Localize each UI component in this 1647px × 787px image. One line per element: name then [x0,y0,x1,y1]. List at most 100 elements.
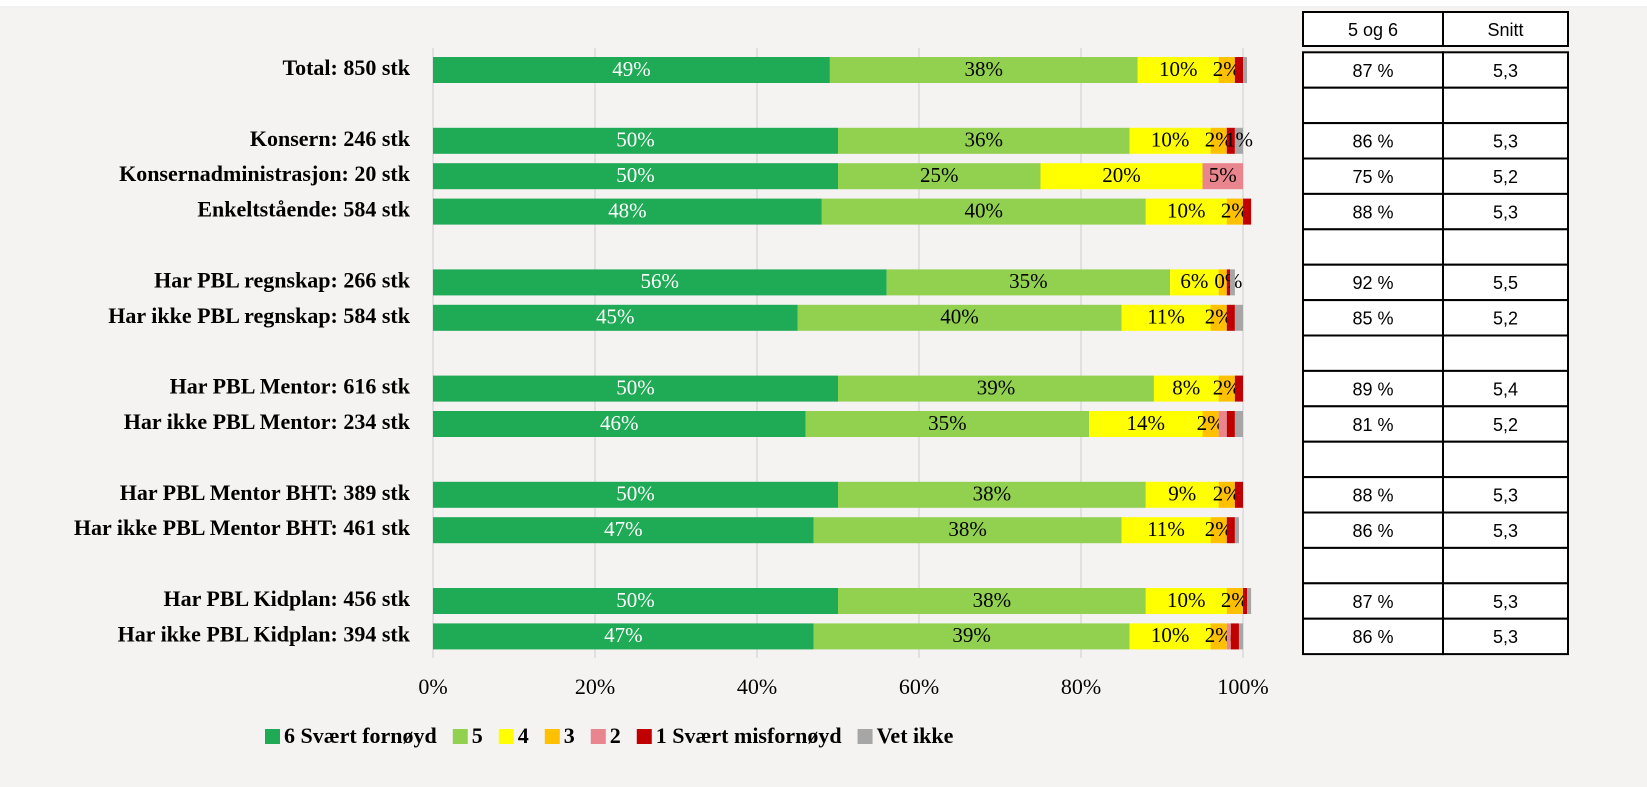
table-cell-text: 5,2 [1493,415,1518,435]
bar-segment [1234,481,1243,508]
table-cell-text: 85 % [1352,309,1393,329]
legend-label: 4 [518,723,529,748]
data-label: 6% [1180,269,1208,293]
legend-swatch [452,729,468,744]
top-strip [0,0,1647,6]
x-tick-label: 0% [418,674,447,699]
data-label: 38% [973,588,1012,612]
table-cell [1302,511,1444,549]
data-label: 10% [1167,198,1206,222]
table-cell-text: 5,3 [1493,627,1518,647]
bar-segment [1238,623,1243,650]
bar-segment [838,163,1041,190]
data-label: 10% [1159,57,1198,81]
table-cell [1442,228,1569,266]
bar-segment [838,375,1154,402]
table-cell [1302,86,1444,125]
table-cell [1442,476,1569,514]
bar-segment [1129,127,1211,154]
table-cell-text: 5,2 [1493,167,1518,187]
category-label: Har ikke PBL regnskap: 584 stk [108,303,411,328]
bar-segment [433,163,838,190]
bar-segment [1234,517,1239,544]
bar-segment [433,269,887,296]
bar-segment [1218,411,1227,437]
table-cell [1442,86,1569,125]
table-cell-text: 5,3 [1493,61,1518,81]
table-cell [1442,617,1569,656]
table-cell-text: 5,2 [1493,309,1518,329]
bar-segment [1243,588,1248,614]
table-cell-text: 92 % [1352,273,1393,293]
bar-segment [838,588,1146,614]
bar-segment [1218,57,1235,83]
data-label: 50% [616,163,655,187]
bar-segment [1226,198,1243,225]
data-label: 50% [616,128,655,152]
table-cell [1442,51,1569,89]
data-label: 14% [1127,411,1166,435]
legend-swatch [498,729,514,744]
bar-segment [1121,517,1211,544]
category-label: Total: 850 stk [282,55,410,80]
data-label: 56% [641,269,680,293]
legend-swatch [590,729,606,744]
legend-label: 1 Svært misfornøyd [656,723,842,748]
category-label: Har PBL regnskap: 266 stk [154,267,411,292]
data-label: 20% [1102,163,1141,187]
table-cell [1442,582,1569,620]
bar-segment [1234,411,1243,437]
table-cell [1442,192,1569,231]
category-label: Konsern: 246 stk [250,126,411,151]
bar-segment [1226,127,1235,154]
data-label: 40% [965,198,1004,222]
data-label: 10% [1151,128,1190,152]
bar-segment [1243,57,1248,83]
bar-segment [1226,269,1231,296]
data-label: 35% [1009,269,1048,293]
data-label: 50% [616,588,655,612]
table-cell-text: 5,5 [1493,273,1518,293]
data-label: 35% [928,411,967,435]
bar-segment [1230,269,1235,296]
bar-segment [433,481,838,508]
bar-segment [1145,481,1219,508]
table-cell-text: 86 % [1352,627,1393,647]
bar-segment [1145,588,1227,614]
bar-segment [1202,163,1243,190]
table-cell-text: 5,3 [1493,132,1518,152]
bar-segment [1234,57,1243,83]
table-cell [1302,617,1444,656]
table-cell-text: 5,3 [1493,592,1518,612]
data-label: 40% [940,305,979,329]
bar-segment [1234,375,1243,402]
bar-segment [1210,623,1227,650]
bar-segment [433,517,814,544]
legend-swatch [265,729,280,744]
table-cell-text: 5,4 [1493,379,1518,399]
data-label: 0% [1214,269,1242,293]
table-cell [1302,582,1444,620]
category-label: Har ikke PBL Mentor BHT: 461 stk [74,515,411,540]
legend-swatch [544,729,560,744]
data-label: 39% [977,375,1016,399]
table-cell [1302,546,1444,585]
category-label: Har PBL Mentor: 616 stk [170,374,411,399]
table-cell-text: 5,3 [1493,202,1518,222]
data-label: 50% [616,482,655,506]
bar-segment [1234,304,1243,331]
legend-swatch [857,729,873,744]
data-label: 5% [1209,163,1237,187]
table-cell-text: 88 % [1352,202,1393,222]
legend-label: 2 [610,723,621,748]
table-cell [1302,11,1444,47]
bar-segment [813,623,1130,650]
x-tick-label: 60% [899,674,939,699]
table-cell [1442,334,1569,372]
bar-segment [433,623,814,650]
bar-segment [433,411,806,437]
bar-segment [1210,127,1227,154]
bar-segment [886,269,1171,296]
table-cell [1442,440,1569,479]
data-label: 50% [616,375,655,399]
